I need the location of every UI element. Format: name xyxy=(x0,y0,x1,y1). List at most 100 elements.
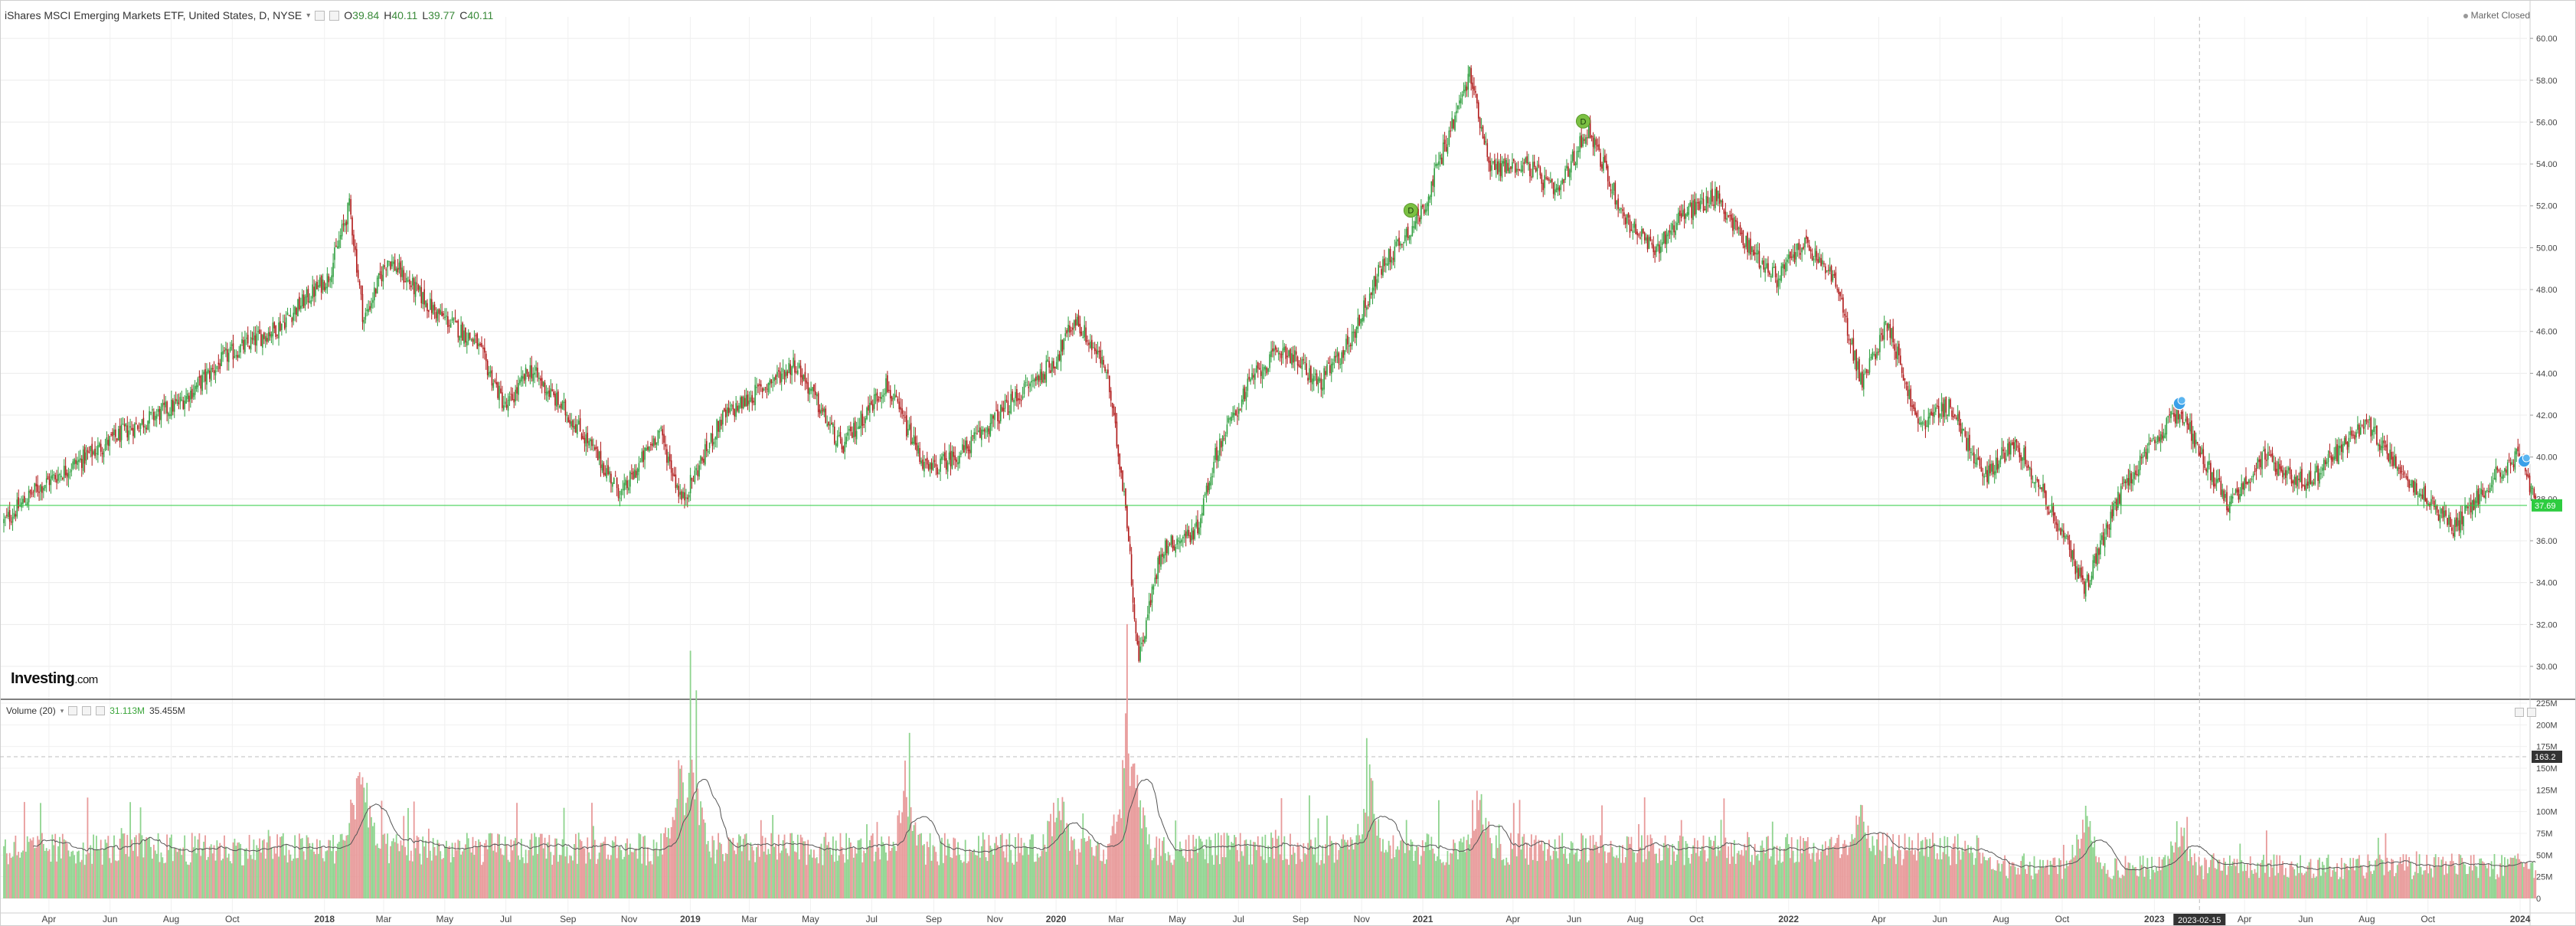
candle xyxy=(217,354,220,372)
candle-body xyxy=(109,436,111,447)
candle-body xyxy=(801,375,803,383)
candle xyxy=(742,395,744,410)
candle xyxy=(1966,430,1967,452)
candle xyxy=(397,259,399,276)
candle-body xyxy=(254,335,257,345)
candle xyxy=(119,418,121,448)
candle xyxy=(447,311,449,334)
candle xyxy=(1141,636,1143,652)
candle-body xyxy=(697,470,699,476)
candle xyxy=(2068,535,2071,558)
candle xyxy=(1323,365,1325,395)
candle xyxy=(1254,368,1256,389)
candle-body xyxy=(2140,457,2143,459)
candle-body xyxy=(160,407,162,420)
candle-body xyxy=(1288,350,1290,357)
candle xyxy=(1420,199,1422,224)
candle-body xyxy=(2249,482,2251,483)
candle xyxy=(1123,483,1125,496)
candle-body xyxy=(504,401,506,404)
candle xyxy=(1470,65,1472,91)
candle xyxy=(1401,244,1403,248)
candle-body xyxy=(2327,453,2329,463)
candle xyxy=(1213,455,1214,478)
candle xyxy=(885,373,887,397)
candle-body xyxy=(2264,448,2266,460)
candle xyxy=(1672,221,1673,236)
candle xyxy=(2329,443,2331,458)
candle-body xyxy=(579,418,581,432)
candle-body xyxy=(708,442,711,449)
candle xyxy=(494,378,496,384)
candle xyxy=(1328,357,1329,365)
candle xyxy=(347,202,349,232)
candle xyxy=(673,466,675,477)
candle-body xyxy=(1838,289,1839,294)
candle xyxy=(80,450,81,463)
candle xyxy=(1429,195,1431,203)
candle xyxy=(944,443,946,468)
candle-body xyxy=(339,235,342,240)
candle xyxy=(1999,455,2002,468)
candle xyxy=(1159,551,1160,573)
candle-body xyxy=(903,415,904,417)
candle-body xyxy=(2054,512,2056,522)
candle-body xyxy=(687,497,688,499)
candle-body xyxy=(1780,266,1783,281)
candle xyxy=(1992,460,1994,478)
candle xyxy=(672,468,674,482)
candle xyxy=(1972,445,1973,456)
candle xyxy=(1889,319,1891,345)
candle-body xyxy=(1767,263,1769,273)
candle xyxy=(448,319,450,333)
candle-body xyxy=(206,371,208,385)
candle xyxy=(1551,178,1553,189)
candle xyxy=(1045,355,1048,387)
candle xyxy=(2317,463,2319,490)
candle-body xyxy=(1652,244,1655,253)
candle-body xyxy=(1734,220,1737,222)
candle xyxy=(401,260,404,281)
candle-body xyxy=(1914,407,1916,415)
candle xyxy=(788,357,790,374)
candle-body xyxy=(1244,387,1246,399)
candle xyxy=(569,413,570,428)
candle xyxy=(1391,257,1393,270)
candle xyxy=(366,303,368,317)
candle-body xyxy=(2274,462,2277,472)
candle-body xyxy=(1336,351,1339,357)
candle xyxy=(1771,263,1773,278)
candle xyxy=(316,275,318,290)
candle-body xyxy=(1544,175,1545,188)
candle xyxy=(1459,94,1460,110)
candle-body xyxy=(1092,347,1094,348)
candle-body xyxy=(1747,233,1748,253)
candle xyxy=(201,369,203,395)
candle xyxy=(1705,187,1708,214)
candle-body xyxy=(152,409,153,411)
candle xyxy=(1561,178,1563,185)
candle xyxy=(2130,470,2133,492)
candle-body xyxy=(1814,248,1816,257)
candle xyxy=(2001,437,2003,460)
candle xyxy=(1479,116,1481,136)
candle-body xyxy=(1529,164,1531,177)
candle-body xyxy=(2231,496,2232,504)
candle xyxy=(1456,103,1457,123)
candle xyxy=(2077,564,2079,579)
candle-body xyxy=(1376,279,1378,289)
candle xyxy=(200,375,202,395)
candle-body xyxy=(933,460,936,463)
candle-body xyxy=(663,434,665,443)
candle xyxy=(191,384,193,404)
candle xyxy=(1464,81,1466,98)
candle xyxy=(1864,368,1866,375)
candle xyxy=(1753,246,1754,257)
candle xyxy=(390,260,391,271)
candle-body xyxy=(897,398,899,402)
candle-body xyxy=(1064,333,1067,337)
candle-body xyxy=(222,351,224,355)
candle xyxy=(2355,429,2357,444)
candle xyxy=(1360,319,1362,329)
